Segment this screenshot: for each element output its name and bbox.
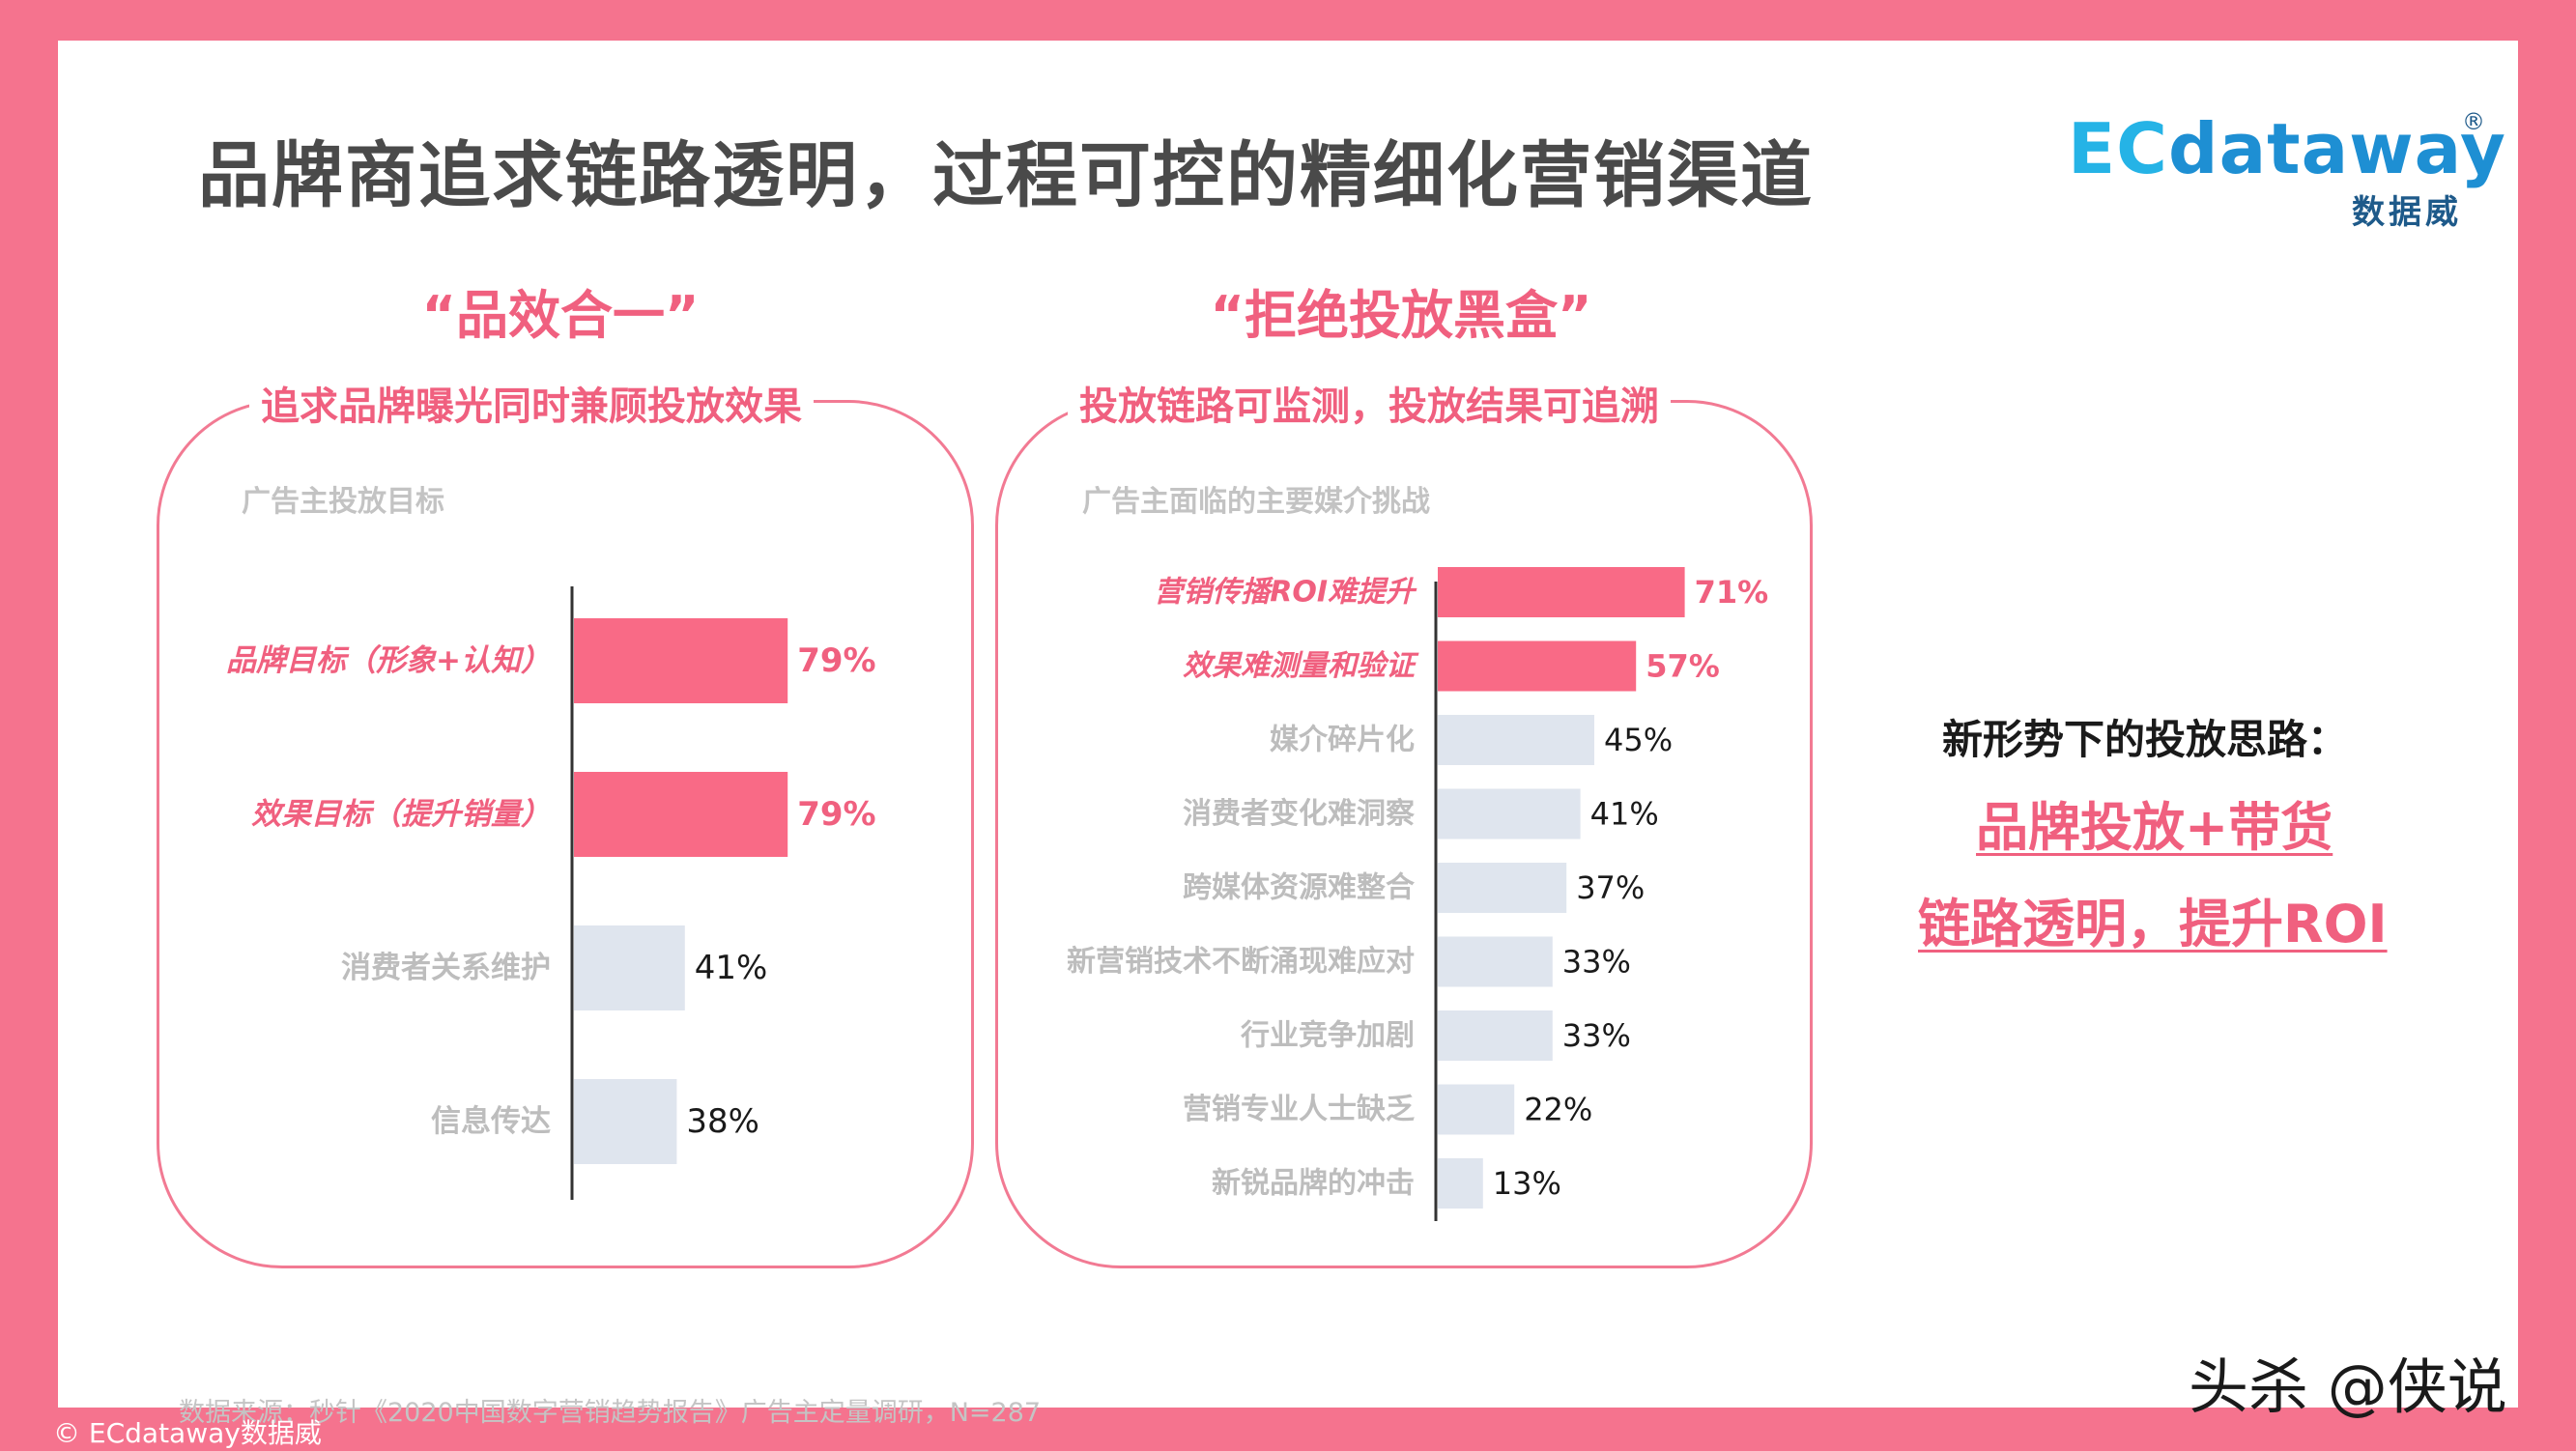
category-label-1-7: 营销专业人士缺乏 (1183, 1093, 1416, 1126)
category-label-0-3: 信息传达 (431, 1104, 551, 1139)
bar-0-1 (574, 772, 788, 857)
category-label-1-0: 营销传播ROI难提升 (1154, 576, 1417, 610)
category-label-1-6: 行业竞争加剧 (1240, 1019, 1415, 1053)
category-label-1-1: 效果难测量和验证 (1183, 649, 1419, 683)
right-bar-chart: 营销传播ROI难提升 71% 效果难测量和验证 57% 媒介碎片化 45% 消费者变化难洞察… (1067, 567, 1769, 1221)
value-label-0-3: 38% (686, 1102, 759, 1141)
bar-1-5 (1438, 936, 1553, 987)
value-label-1-2: 45% (1604, 722, 1673, 758)
bar-0-3 (574, 1079, 677, 1164)
category-label-1-4: 跨媒体资源难整合 (1183, 871, 1415, 905)
right-chart-label: 广告主面临的主要媒介挑战 (1082, 485, 1430, 519)
watermark: 头杀 @侠说 (2189, 1351, 2507, 1422)
value-label-0-0: 79% (797, 641, 875, 680)
category-label-0-0: 品牌目标（形象+认知） (226, 643, 551, 678)
value-label-1-6: 33% (1562, 1017, 1631, 1054)
bar-1-7 (1438, 1084, 1515, 1135)
bar-0-2 (574, 925, 685, 1010)
logo-wordmark: ECdataway (2068, 108, 2506, 189)
slide: 品牌商追求链路透明，过程可控的精细化营销渠道 ECdataway ® 数据威 “… (58, 41, 2518, 1428)
category-label-1-2: 媒介碎片化 (1270, 724, 1415, 757)
category-label-1-8: 新锐品牌的冲击 (1212, 1167, 1415, 1201)
bar-1-0 (1438, 567, 1685, 617)
category-label-1-5: 新营销技术不断涌现难应对 (1067, 945, 1415, 979)
logo-registered-mark: ® (2462, 108, 2485, 135)
logo-subtitle: 数据威 (2352, 193, 2462, 232)
brand-logo: ECdataway ® 数据威 (2068, 108, 2505, 232)
bar-0-0 (574, 618, 788, 703)
left-bar-chart: 品牌目标（形象+认知） 79% 效果目标（提升销量） 79% 消费者关系维护 41% 信息传… (226, 586, 876, 1200)
bar-1-6 (1438, 1010, 1553, 1061)
page-title: 品牌商追求链路透明，过程可控的精细化营销渠道 (198, 134, 1814, 217)
takeaway-line-2: 链路透明，提升ROI (1918, 894, 2388, 954)
copyright: © ECdataway数据威 (53, 1417, 322, 1449)
value-label-1-4: 37% (1576, 869, 1645, 906)
bar-1-8 (1438, 1158, 1483, 1209)
value-label-1-8: 13% (1493, 1165, 1561, 1202)
category-label-1-3: 消费者变化难洞察 (1183, 797, 1416, 831)
bar-1-4 (1438, 863, 1567, 913)
value-label-0-1: 79% (797, 795, 875, 834)
category-label-0-1: 效果目标（提升销量） (251, 797, 551, 832)
bar-1-2 (1438, 715, 1594, 765)
bar-1-3 (1438, 788, 1581, 839)
category-label-0-2: 消费者关系维护 (341, 951, 551, 985)
left-chart-label: 广告主投放目标 (242, 485, 444, 519)
value-label-1-0: 71% (1695, 574, 1769, 611)
right-panel-subhead: 投放链路可监测，投放结果可追溯 (1068, 375, 1671, 431)
source-note: 数据来源：秒针《2020中国数字营销趋势报告》广告主定量调研，N=287 (179, 1398, 1042, 1428)
takeaway-line-1: 品牌投放+带货 (1976, 797, 2333, 858)
right-panel-quote: “拒绝投放黑盒” (1210, 285, 1592, 346)
left-panel-subhead: 追求品牌曝光同时兼顾投放效果 (249, 375, 814, 431)
value-label-0-2: 41% (695, 949, 768, 987)
logo-prefix: EC (2068, 108, 2169, 189)
value-label-1-3: 41% (1590, 796, 1659, 833)
takeaway-heading: 新形势下的投放思路： (1942, 716, 2349, 763)
value-label-1-1: 57% (1646, 648, 1720, 685)
value-label-1-7: 22% (1524, 1092, 1592, 1128)
logo-rest: dataway (2168, 108, 2506, 189)
left-panel-quote: “品效合一” (421, 285, 700, 346)
value-label-1-5: 33% (1562, 944, 1631, 981)
bar-1-1 (1438, 640, 1637, 692)
